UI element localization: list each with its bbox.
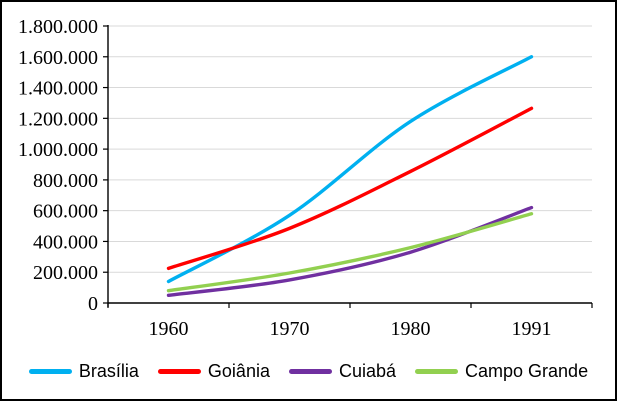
y-tick-label: 1.800.000 bbox=[18, 16, 98, 38]
x-tick-label: 1980 bbox=[391, 318, 431, 340]
y-tick-label: 1.600.000 bbox=[18, 47, 98, 69]
legend-swatch-brasilia bbox=[28, 368, 72, 374]
y-tick-label: 400.000 bbox=[33, 231, 98, 253]
axes bbox=[103, 25, 593, 308]
legend-swatch-goiania bbox=[157, 368, 201, 374]
legend-label-campo-grande: Campo Grande bbox=[465, 360, 589, 381]
legend-label-goiania: Goiânia bbox=[207, 360, 270, 381]
legend-item-campo-grande: Campo Grande bbox=[415, 361, 588, 382]
series-line-brasilia bbox=[166, 55, 534, 284]
y-tick-label: 200.000 bbox=[33, 262, 98, 284]
y-tick-label: 600.000 bbox=[33, 201, 98, 223]
legend-label-brasilia: Brasília bbox=[78, 360, 139, 381]
x-tick-label: 1960 bbox=[149, 318, 189, 340]
legend-swatch-cuiaba bbox=[288, 368, 332, 374]
y-tick-label: 1.400.000 bbox=[18, 78, 98, 100]
gridlines bbox=[108, 25, 592, 273]
x-tick-label: 1970 bbox=[270, 318, 310, 340]
x-axis-labels: 1960 1970 1980 1991 bbox=[149, 318, 552, 340]
x-tick-label: 1991 bbox=[512, 318, 552, 340]
y-tick-label: 1.000.000 bbox=[18, 139, 98, 161]
legend-item-cuiaba: Cuiabá bbox=[288, 360, 397, 382]
y-tick-label: 0 bbox=[88, 293, 98, 315]
legend-label-cuiaba: Cuiabá bbox=[338, 360, 397, 381]
chart-legend: Brasília Goiânia Cuiabá Campo Grande bbox=[2, 353, 615, 389]
series-line-goiania bbox=[166, 106, 534, 271]
y-axis-labels: 0 200.000 400.000 600.000 800.000 1.000.000 1.… bbox=[18, 16, 98, 315]
y-tick-label: 800.000 bbox=[33, 170, 98, 192]
legend-swatch-campo-grande bbox=[415, 368, 459, 374]
series-lines bbox=[166, 55, 534, 298]
series-line-campo-grande bbox=[166, 212, 534, 293]
y-tick-label: 1.200.000 bbox=[18, 108, 98, 130]
legend-item-brasilia: Brasília bbox=[28, 360, 139, 382]
legend-item-goiania: Goiânia bbox=[157, 360, 270, 382]
